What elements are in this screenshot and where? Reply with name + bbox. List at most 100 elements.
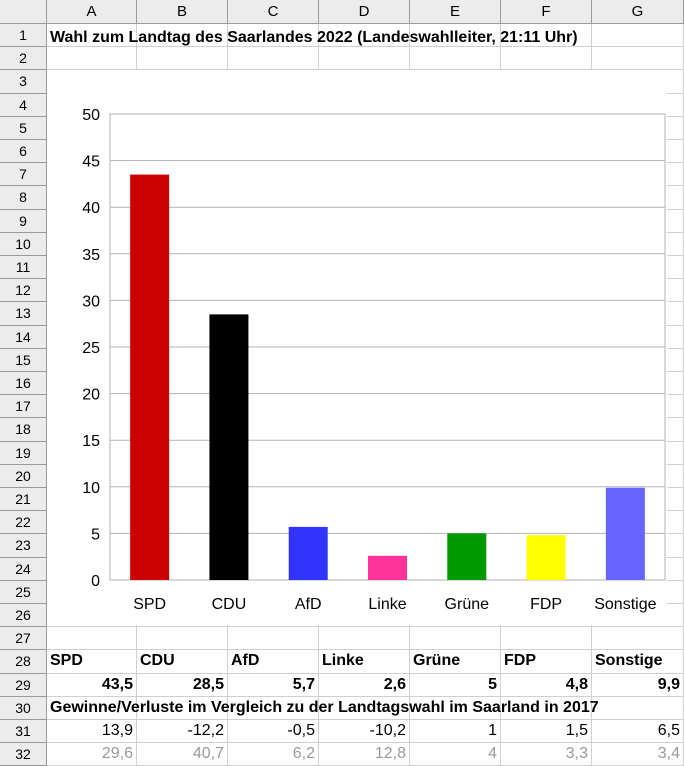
x-tick-label: CDU: [212, 596, 247, 613]
cell-F31[interactable]: 1,5: [565, 722, 588, 739]
row-header-28[interactable]: 28: [0, 650, 47, 674]
cell-D28[interactable]: Linke: [322, 652, 364, 670]
cell-B31[interactable]: -12,2: [187, 722, 224, 739]
y-tick-label: 0: [91, 573, 100, 590]
y-tick-label: 50: [82, 107, 100, 124]
row-header-7[interactable]: 7: [0, 163, 47, 187]
row-header-24[interactable]: 24: [0, 557, 47, 581]
row-header-5[interactable]: 5: [0, 116, 47, 140]
row-header-29[interactable]: 29: [0, 673, 47, 697]
row-header-18[interactable]: 18: [0, 418, 47, 442]
cell-G32[interactable]: 3,4: [657, 745, 680, 763]
bar-afd[interactable]: [288, 526, 328, 580]
cell-G28[interactable]: Sonstige: [595, 652, 663, 670]
x-tick-label: Grüne: [445, 596, 490, 613]
row-header-14[interactable]: 14: [0, 325, 47, 349]
x-tick-label: Sonstige: [594, 596, 656, 613]
row-header-1[interactable]: 1: [0, 24, 47, 48]
column-header-F[interactable]: F: [501, 0, 592, 24]
cell-F29[interactable]: 4,8: [565, 675, 588, 693]
row-header-8[interactable]: 8: [0, 186, 47, 210]
x-tick-label: AfD: [295, 596, 322, 613]
cell-C32[interactable]: 6,2: [292, 745, 315, 763]
row-divider: [47, 719, 684, 720]
row-divider: [47, 695, 684, 697]
row-header-32[interactable]: 32: [0, 743, 47, 766]
cell-B32[interactable]: 40,7: [192, 745, 224, 763]
bar-linke[interactable]: [368, 555, 407, 580]
x-tick-label: Linke: [368, 596, 406, 613]
column-header-C[interactable]: C: [228, 0, 319, 24]
y-tick-label: 25: [82, 340, 100, 357]
y-tick-label: 40: [82, 200, 100, 217]
row-header-16[interactable]: 16: [0, 372, 47, 396]
row-header-6[interactable]: 6: [0, 140, 47, 164]
row-header-9[interactable]: 9: [0, 209, 47, 233]
cell-C28[interactable]: AfD: [231, 652, 260, 670]
row-header-12[interactable]: 12: [0, 279, 47, 303]
row-header-20[interactable]: 20: [0, 464, 47, 488]
cell-B28[interactable]: CDU: [140, 652, 175, 670]
row-divider: [47, 649, 684, 651]
row-header-30[interactable]: 30: [0, 696, 47, 720]
column-header-E[interactable]: E: [410, 0, 501, 24]
cell-G29[interactable]: 9,9: [657, 675, 680, 693]
cell-A1-title[interactable]: Wahl zum Landtag des Saarlandes 2022 (La…: [50, 29, 578, 46]
x-tick-label: FDP: [530, 596, 562, 613]
row-header-4[interactable]: 4: [0, 93, 47, 117]
row-header-11[interactable]: 11: [0, 256, 47, 280]
row-divider: [47, 46, 684, 48]
cell-A32[interactable]: 29,6: [101, 745, 133, 763]
row-header-31[interactable]: 31: [0, 720, 47, 744]
cell-A29[interactable]: 43,5: [101, 675, 133, 693]
row-header-27[interactable]: 27: [0, 627, 47, 651]
column-header-G[interactable]: G: [592, 0, 684, 24]
cell-B29[interactable]: 28,5: [192, 675, 224, 693]
row-header-23[interactable]: 23: [0, 534, 47, 558]
select-all-corner[interactable]: [0, 0, 47, 24]
cell-D32[interactable]: 12,8: [374, 745, 406, 763]
cell-C29[interactable]: 5,7: [292, 675, 315, 693]
column-header-B[interactable]: B: [137, 0, 228, 24]
y-tick-label: 30: [82, 293, 100, 310]
cell-A30-note[interactable]: Gewinne/Verluste im Vergleich zu der Lan…: [50, 698, 599, 716]
row-divider: [47, 742, 684, 744]
y-tick-label: 10: [82, 480, 100, 497]
y-tick-label: 20: [82, 387, 100, 404]
cell-E28[interactable]: Grüne: [413, 652, 461, 670]
row-header-17[interactable]: 17: [0, 395, 47, 419]
y-tick-label: 45: [82, 154, 100, 171]
cell-D29[interactable]: 2,6: [383, 675, 406, 693]
bar-chart: 0 5 10 15 20 25 30 35 40 45 50 SPD CDU AfD Linke Grüne F…: [47, 70, 667, 625]
row-header-15[interactable]: 15: [0, 348, 47, 372]
bar-spd[interactable]: [130, 174, 170, 580]
cell-E29[interactable]: 5: [488, 675, 497, 693]
row-header-10[interactable]: 10: [0, 232, 47, 256]
cell-A31[interactable]: 13,9: [101, 722, 133, 739]
cell-F32[interactable]: 3,3: [565, 745, 588, 763]
cell-A28[interactable]: SPD: [50, 652, 83, 670]
row-header-2[interactable]: 2: [0, 47, 47, 71]
cell-E32[interactable]: 4: [488, 745, 497, 763]
row-header-3[interactable]: 3: [0, 70, 47, 94]
row-header-19[interactable]: 19: [0, 441, 47, 465]
column-header-A[interactable]: A: [47, 0, 137, 24]
bar-fdp[interactable]: [526, 535, 566, 580]
bar-grüne[interactable]: [447, 533, 487, 580]
row-header-26[interactable]: 26: [0, 604, 47, 628]
y-tick-label: 15: [82, 433, 100, 450]
y-tick-label: 5: [91, 526, 100, 543]
cell-C31[interactable]: -0,5: [287, 722, 315, 739]
row-header-21[interactable]: 21: [0, 488, 47, 512]
bar-cdu[interactable]: [209, 314, 249, 580]
cell-D31[interactable]: -10,2: [369, 722, 406, 739]
row-header-22[interactable]: 22: [0, 511, 47, 535]
bar-sonstige[interactable]: [605, 487, 645, 580]
cell-G31[interactable]: 6,5: [657, 722, 680, 739]
row-header-25[interactable]: 25: [0, 580, 47, 604]
column-header-D[interactable]: D: [319, 0, 410, 24]
row-header-13[interactable]: 13: [0, 302, 47, 326]
cell-E31[interactable]: 1: [488, 722, 497, 739]
cell-F28[interactable]: FDP: [504, 652, 536, 670]
